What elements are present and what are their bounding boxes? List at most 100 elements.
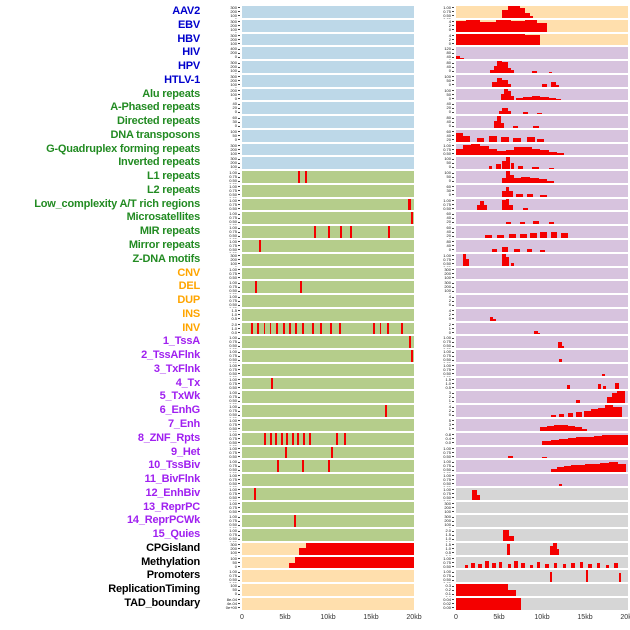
track-row: 11_BivFlnk1.000.750.500.250.001.000.750.… (0, 473, 630, 487)
signal-bar (401, 322, 403, 335)
y-axis-ticks-right: 1.000.750.500.250.00 (414, 473, 456, 487)
y-axis-ticks-left: 1.000.750.500.250.00 (204, 418, 242, 431)
signal-bar (526, 194, 534, 197)
y-tick-label: 1.00 (229, 391, 240, 395)
signal-bar (509, 234, 517, 239)
signal-bar (460, 57, 464, 60)
y-axis-ticks-left: 100 50 0 (204, 129, 242, 143)
signal-bar (500, 94, 505, 101)
signal-bar (549, 571, 553, 583)
signal-bar (531, 71, 537, 73)
y-tick-label: 60 (447, 212, 454, 216)
signal-bar (410, 350, 413, 362)
signal-bar (511, 262, 514, 266)
y-tick-label: 0.0 (445, 554, 454, 555)
y-tick-label: 60 (447, 129, 454, 134)
track-row: MIR repeats 1.000.750.500.250.00 6040200 (0, 225, 630, 239)
y-axis-ticks-right: 1.000.750.500.250.00 (414, 487, 456, 500)
signal-bar (517, 165, 524, 170)
y-tick-label: 0 (235, 96, 240, 101)
y-tick-label: 0 (235, 137, 240, 142)
track-panel-right (456, 308, 628, 321)
y-tick-label: 0.04 (443, 597, 454, 602)
y-axis-ticks-left: 3002001000 (204, 143, 242, 156)
signal-bar (588, 563, 592, 569)
track-label: Alu repeats (142, 87, 200, 100)
y-tick-label: 1.0 (445, 381, 454, 386)
signal-bar (579, 561, 584, 569)
y-tick-label: 1.00 (229, 432, 240, 437)
signal-bar (471, 143, 481, 156)
y-tick-label: 2.0 (231, 322, 240, 327)
signal-bar (472, 490, 477, 500)
y-tick-label: 0 (449, 248, 454, 252)
y-tick-label: 100 (230, 41, 240, 46)
y-axis-ticks-left: 3002001000 (204, 74, 242, 87)
signal-bar (531, 167, 539, 170)
signal-bar (509, 191, 513, 197)
track-row: TAD_boundary 8e-04 4e-04 0e+00 0.04 0.02 0.00 (0, 597, 630, 611)
y-axis-ticks-right: 100 50 0 (414, 88, 456, 102)
track-panel-left (242, 157, 414, 170)
y-tick-label: 20 (447, 106, 454, 110)
track-label: Z-DNA motifs (132, 252, 201, 265)
y-tick-label: 80 (447, 240, 454, 244)
y-axis-ticks-right: 1.000.750.500.250.00 (414, 143, 456, 156)
track-label: Directed repeats (116, 115, 200, 128)
y-tick-label: 1.00 (229, 350, 240, 354)
signal-bar (507, 456, 513, 459)
y-tick-label: 200 (230, 10, 240, 14)
y-tick-label: 1.00 (443, 487, 454, 492)
signal-bar (514, 178, 522, 183)
y-tick-label: 4 (449, 308, 454, 313)
signal-bar (488, 166, 493, 170)
track-row: DUP 1.000.750.500.250.00 420 (0, 294, 630, 308)
y-tick-label: 0.50 (229, 495, 240, 500)
track-panel-right (456, 240, 628, 252)
track-row: Inverted repeats3002001000100500 (0, 156, 630, 170)
y-tick-label: 4 (449, 33, 454, 38)
x-tick-label: 5kb (279, 614, 291, 621)
signal-bar (591, 409, 598, 417)
signal-bar (286, 432, 289, 445)
y-axis-ticks-left: 40 20 0 (204, 101, 242, 115)
signal-bar (511, 70, 515, 73)
signal-bar (615, 382, 619, 390)
track-panel-right (456, 542, 628, 555)
track-panel-right (456, 171, 628, 183)
signal-bar (295, 556, 414, 569)
track-label: 3_TxFlnk (153, 362, 200, 375)
y-tick-label: 0 (235, 554, 240, 555)
track-row: 1_TssA1.000.750.500.250.001.000.750.500.… (0, 335, 630, 349)
track-panel-right (456, 487, 628, 500)
y-tick-label: 0.50 (229, 413, 240, 417)
signal-bar (502, 247, 508, 252)
track-row: 9_Het1.000.750.500.250.001.000.750.500.2… (0, 446, 630, 459)
x-tick-label: 20kb (620, 614, 630, 621)
signal-bar (523, 112, 529, 115)
y-tick-label: 1.00 (443, 474, 454, 478)
y-axis-ticks-right: 1.51.00.50.0 (414, 542, 456, 555)
signal-bar (492, 248, 498, 252)
y-axis-ticks-right: 2.01.51.00.5 (414, 528, 456, 542)
y-tick-label: 1.00 (443, 253, 454, 258)
signal-bar (611, 393, 617, 404)
signal-bar (548, 222, 555, 225)
signal-bar (502, 9, 508, 18)
signal-bar (408, 198, 411, 211)
signal-bar (550, 468, 558, 473)
track-row: G-Quadruplex forming repeats 3002001000 1.… (0, 143, 630, 156)
signal-bar (302, 432, 305, 445)
track-panel-right (456, 47, 628, 60)
y-tick-label: 0.50 (443, 495, 454, 500)
track-label: Mirror repeats (128, 239, 200, 252)
track-label: Inverted repeats (118, 156, 200, 169)
track-panel-right (456, 515, 628, 528)
x-axis-row: 0 5kb 10kb 15kb 20kb 0 5kb 10kb 15kb 20kb (0, 612, 630, 626)
y-tick-label: 1.00 (229, 460, 240, 464)
spacer (204, 612, 242, 626)
y-tick-label: 0.75 (229, 450, 240, 455)
signal-bar (289, 562, 296, 569)
track-panel-left (242, 556, 414, 569)
